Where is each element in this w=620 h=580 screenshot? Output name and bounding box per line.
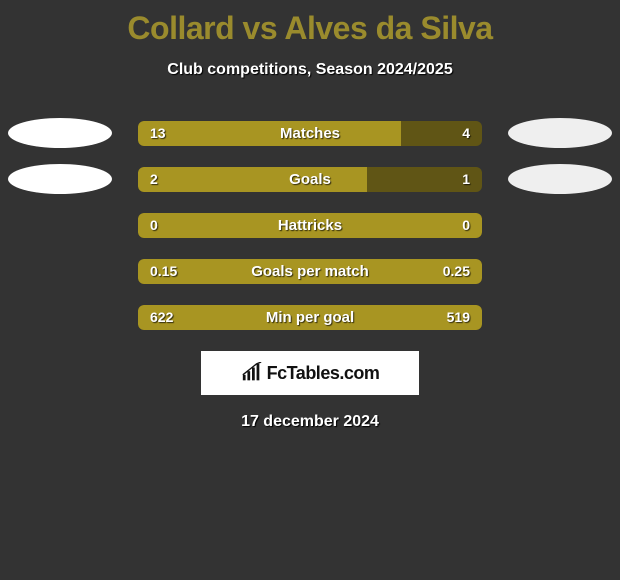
- player2-oval: [508, 118, 612, 148]
- metric-label: Goals per match: [138, 259, 482, 284]
- metric-row: 13 Matches 4: [0, 121, 620, 146]
- value-p2: 519: [447, 305, 470, 330]
- metric-bar: 0 Hattricks 0: [138, 213, 482, 238]
- value-p2: 1: [462, 167, 470, 192]
- metric-bar: 2 Goals 1: [138, 167, 482, 192]
- player1-oval: [8, 164, 112, 194]
- page-title: Collard vs Alves da Silva: [0, 0, 620, 47]
- value-p2: 0: [462, 213, 470, 238]
- subtitle: Club competitions, Season 2024/2025: [0, 61, 620, 79]
- metric-bar: 13 Matches 4: [138, 121, 482, 146]
- metric-rows: 13 Matches 4 2 Goals 1 0 Hattricks 0: [0, 121, 620, 330]
- metric-label: Goals: [138, 167, 482, 192]
- metric-label: Hattricks: [138, 213, 482, 238]
- metric-label: Matches: [138, 121, 482, 146]
- brand-badge: FcTables.com: [201, 351, 419, 395]
- metric-row: 0 Hattricks 0: [0, 213, 620, 238]
- metric-row: 2 Goals 1: [0, 167, 620, 192]
- bar-chart-icon: [241, 362, 263, 384]
- value-p2: 0.25: [443, 259, 470, 284]
- metric-row: 622 Min per goal 519: [0, 305, 620, 330]
- comparison-infographic: Collard vs Alves da Silva Club competiti…: [0, 0, 620, 580]
- brand-text: FcTables.com: [267, 363, 380, 384]
- metric-label: Min per goal: [138, 305, 482, 330]
- player2-oval: [508, 164, 612, 194]
- value-p2: 4: [462, 121, 470, 146]
- metric-bar: 0.15 Goals per match 0.25: [138, 259, 482, 284]
- date-text: 17 december 2024: [0, 413, 620, 431]
- metric-row: 0.15 Goals per match 0.25: [0, 259, 620, 284]
- player1-oval: [8, 118, 112, 148]
- metric-bar: 622 Min per goal 519: [138, 305, 482, 330]
